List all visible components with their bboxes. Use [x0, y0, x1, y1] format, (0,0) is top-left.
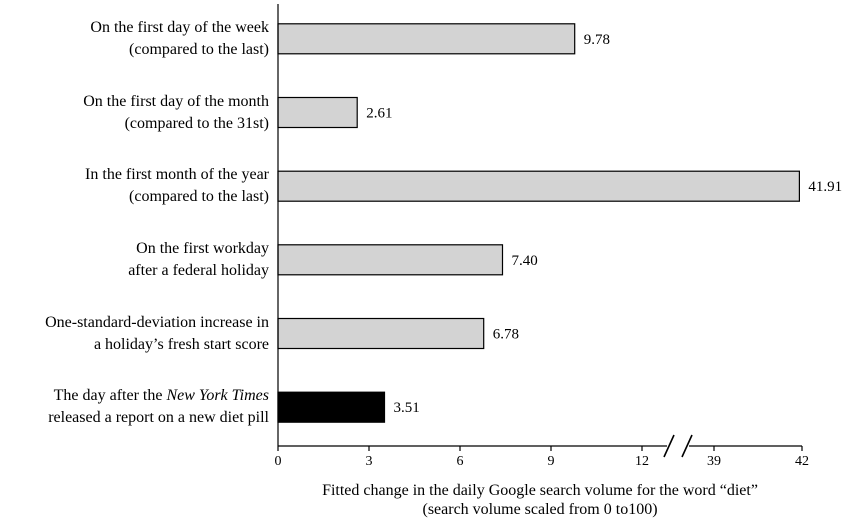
x-tick-label-9: 9	[548, 454, 555, 469]
category-label-6-line-2: released a report on a new diet pill	[48, 409, 269, 427]
bar-2	[277, 96, 358, 129]
x-axis-label: Fitted change in the daily Google search…	[278, 481, 802, 519]
category-label-3: In the first month of the year (compared …	[0, 164, 269, 208]
x-tick-label-0: 0	[275, 454, 282, 469]
bar-6	[277, 391, 386, 423]
value-label-6: 3.51	[394, 400, 420, 416]
category-label-3-line-1: In the first month of the year	[85, 166, 269, 184]
bar-4	[277, 244, 504, 276]
category-label-5-line-2: a holiday’s fresh start score	[93, 335, 269, 353]
bar-5	[277, 317, 485, 350]
category-label-6-line-1: The day after the New York Times	[0, 385, 269, 407]
value-label-4: 7.40	[512, 253, 538, 269]
value-label-5: 6.78	[493, 327, 519, 343]
x-tick-label-6: 6	[457, 454, 464, 469]
bar-3	[277, 170, 801, 202]
category-label-6-text: The day after the	[53, 387, 167, 405]
x-axis-label-line-2: (search volume scaled from 0 to100)	[422, 501, 658, 518]
axis-break-mark-right	[681, 434, 693, 458]
value-label-3: 41.91	[808, 179, 842, 195]
x-tick-label-39: 39	[707, 454, 721, 469]
x-tick-label-42: 42	[795, 454, 809, 469]
category-label-5: One-standard-deviation increase in a holi…	[0, 312, 269, 356]
bar-1	[277, 23, 576, 55]
category-label-1: On the first day of the week (compared to…	[0, 17, 269, 61]
value-label-2: 2.61	[366, 106, 392, 122]
value-label-1: 9.78	[584, 32, 610, 48]
category-label-1-line-1: On the first day of the week	[90, 18, 269, 36]
category-label-4: On the first workday after a federal holi…	[0, 238, 269, 282]
x-tick-label-3: 3	[366, 454, 373, 469]
category-label-2: On the first day of the month (compared t…	[0, 91, 269, 135]
category-label-2-line-1: On the first day of the month	[83, 92, 269, 110]
x-tick-label-12: 12	[635, 454, 649, 469]
category-label-2-line-2: (compared to the 31st)	[124, 114, 269, 132]
category-label-6: The day after the New York Times released…	[0, 385, 269, 429]
category-label-4-line-1: On the first workday	[136, 239, 269, 257]
category-label-4-line-2: after a federal holiday	[128, 261, 269, 279]
axis-break-gap	[667, 442, 689, 450]
x-axis-label-line-1: Fitted change in the daily Google search…	[322, 482, 758, 499]
category-label-6-italic: New York Times	[166, 387, 269, 405]
category-label-5-line-1: One-standard-deviation increase in	[45, 313, 269, 331]
category-label-3-line-2: (compared to the last)	[129, 188, 269, 206]
axis-break-mark-left	[663, 434, 675, 458]
category-label-1-line-2: (compared to the last)	[129, 40, 269, 58]
